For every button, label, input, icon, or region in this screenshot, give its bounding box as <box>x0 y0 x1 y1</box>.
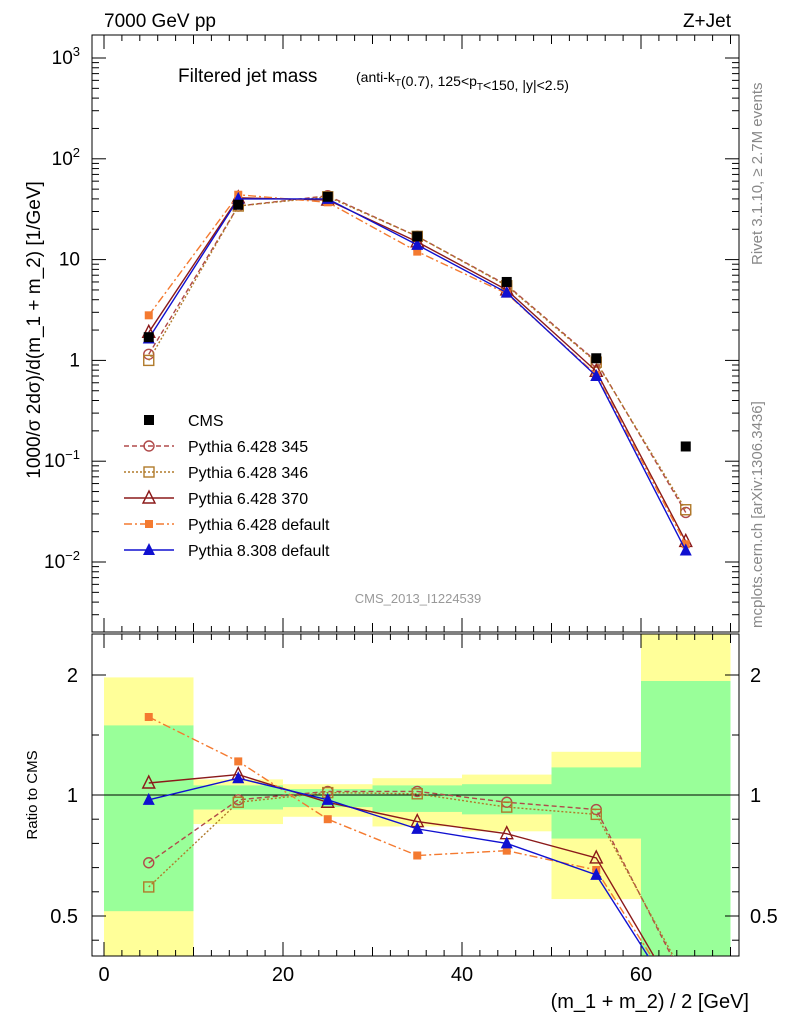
ratio-data-point <box>502 846 511 855</box>
legend: CMS Pythia 6.428 345 Pythia 6.428 346 Pythi… <box>124 413 330 560</box>
ratio-y-tick-label: 2 <box>67 665 78 687</box>
main-data-point <box>591 353 602 364</box>
chart-subtitle: (anti-kT(0.7), 125<pT<150, |y|<2.5) <box>356 69 569 93</box>
legend-marker <box>145 520 153 528</box>
ratio-data-point <box>590 808 602 821</box>
main-data-point <box>412 231 423 242</box>
main-y-axis-label: 1000/σ 2dσ)/d(m_1 + m_2) [1/GeV] <box>24 181 45 479</box>
ratio-series-layer <box>141 713 675 956</box>
ratio-inner-band <box>641 681 731 956</box>
legend-entry-label: Pythia 8.308 default <box>188 543 330 560</box>
main-data-point <box>500 285 513 298</box>
x-axis-label: (m_1 + m_2) / 2 [GeV] <box>551 991 749 1013</box>
ratio-data-point <box>141 774 156 789</box>
ratio-series-4 <box>142 771 649 956</box>
x-tick-label: 60 <box>630 964 652 986</box>
ratio-series-1 <box>143 786 675 956</box>
main-y-tick-label: 102 <box>52 145 80 170</box>
ratio-data-point <box>323 815 332 824</box>
rivet-label: Rivet 3.1.10, ≥ 2.7M events <box>749 83 766 266</box>
x-tick-label: 20 <box>272 964 294 986</box>
energy-label: 7000 GeV pp <box>104 11 216 32</box>
ratio-y-tick-label: 1 <box>67 785 78 807</box>
main-series-layer <box>141 189 693 556</box>
ratio-data-point <box>411 788 423 800</box>
ratio-data-point <box>500 836 513 849</box>
ratio-data-point <box>413 851 422 860</box>
ratio-data-point <box>143 881 155 893</box>
main-data-point <box>590 369 603 382</box>
ratio-data-point <box>143 857 155 869</box>
main-data-point <box>501 276 512 287</box>
legend-entry-label: Pythia 6.428 346 <box>188 465 308 482</box>
ratio-y-tick-label-right: 0.5 <box>750 906 778 928</box>
ratio-inner-band <box>104 725 194 912</box>
main-data-point <box>143 354 155 367</box>
legend-entry-label: Pythia 6.428 370 <box>188 491 308 508</box>
main-y-tick-label: 103 <box>52 44 80 69</box>
ratio-data-point <box>589 849 604 864</box>
chart-title: Filtered jet mass <box>178 66 317 87</box>
main-data-point <box>411 237 424 250</box>
main-data-point <box>233 199 244 210</box>
ratio-uncertainty-bands <box>104 634 731 956</box>
ratio-data-point <box>321 792 334 805</box>
main-data-point <box>144 311 153 320</box>
main-y-tick-label: 10−1 <box>44 447 80 472</box>
legend-entry-label: Pythia 6.428 345 <box>188 439 308 456</box>
main-data-point <box>143 332 154 343</box>
ratio-y-tick-label-right: 1 <box>750 785 761 807</box>
main-y-tick-label: 10−2 <box>44 548 80 573</box>
ratio-y-tick-label-right: 2 <box>750 665 761 687</box>
main-data-point <box>322 191 333 202</box>
ratio-data-point <box>142 792 155 805</box>
ratio-data-point <box>232 771 245 784</box>
x-tick-label: 0 <box>98 964 109 986</box>
ratio-axis-ticks: 0.5 0.51 12 20 20 40 60 <box>50 634 778 986</box>
main-data-point <box>680 504 692 516</box>
legend-entry-label: Pythia 6.428 default <box>188 517 330 534</box>
analysis-watermark: CMS_2013_I1224539 <box>355 591 482 606</box>
ratio-data-point <box>501 801 513 813</box>
main-data-point <box>679 543 692 556</box>
main-y-tick-label: 1 <box>69 350 80 371</box>
ratio-data-point <box>590 867 603 880</box>
ratio-plot-panel: 0.5 0.51 12 20 20 40 60 Ratio to CMS (m_1 + m_… <box>24 633 778 1013</box>
legend-entry-label: CMS <box>188 413 224 430</box>
ratio-data-point <box>232 796 244 808</box>
mcplots-label: mcplots.cern.ch [arXiv:1306.3436] <box>749 401 766 628</box>
main-plot-frame <box>91 34 740 633</box>
legend-marker <box>141 489 157 504</box>
main-y-tick-label: 10 <box>59 250 80 271</box>
legend-marker <box>143 543 155 555</box>
x-tick-label: 40 <box>451 964 473 986</box>
ratio-data-point <box>144 713 153 721</box>
legend-marker <box>143 466 155 478</box>
main-data-point <box>680 441 691 452</box>
process-label: Z+Jet <box>683 11 732 32</box>
main-data-point <box>413 247 422 256</box>
legend-marker <box>144 415 154 425</box>
ratio-data-point <box>234 757 243 766</box>
legend-marker <box>143 440 155 452</box>
ratio-y-tick-label: 0.5 <box>50 906 78 928</box>
main-series-0 <box>143 191 691 452</box>
ratio-inner-band <box>551 767 641 839</box>
ratio-y-axis-label: Ratio to CMS <box>24 750 41 839</box>
ratio-data-point <box>411 821 424 834</box>
